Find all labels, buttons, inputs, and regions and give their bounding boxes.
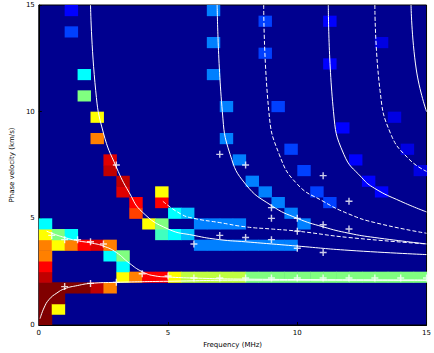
svg-text:Frequency (MHz): Frequency (MHz)	[203, 341, 262, 349]
svg-text:0: 0	[37, 329, 41, 337]
svg-text:10: 10	[26, 108, 35, 116]
svg-text:15: 15	[26, 1, 35, 9]
svg-text:15: 15	[422, 329, 431, 337]
svg-text:10: 10	[293, 329, 302, 337]
svg-text:5: 5	[166, 329, 170, 337]
svg-text:Phase velocity (km/s): Phase velocity (km/s)	[8, 127, 16, 202]
svg-text:5: 5	[30, 214, 34, 222]
svg-text:0: 0	[30, 321, 34, 329]
